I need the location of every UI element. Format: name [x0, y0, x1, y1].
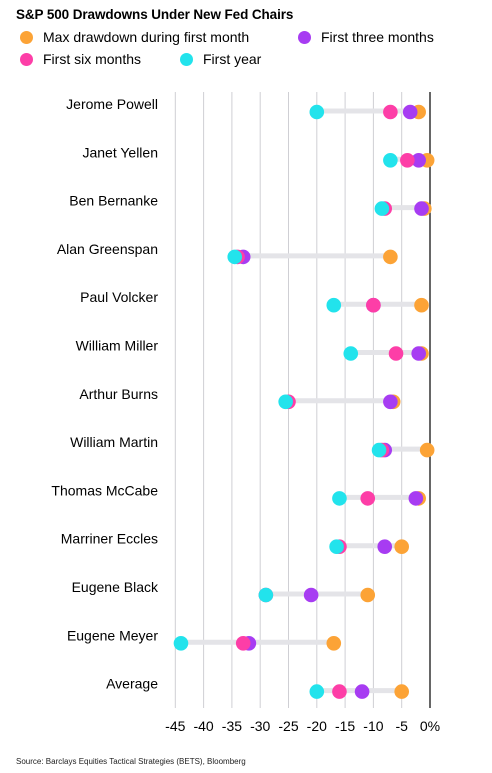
dot-first-year: [326, 297, 342, 313]
dot-first-year: [227, 249, 243, 265]
dot-first-six-months: [360, 491, 376, 506]
x-tick-label: -40: [193, 718, 213, 734]
legend-label: Max drawdown during first month: [43, 29, 250, 45]
dot-max-first-month: [360, 587, 376, 603]
x-tick-label: -35: [222, 718, 242, 734]
legend-swatch-pink: [20, 52, 33, 66]
dot-max-first-month: [394, 539, 410, 554]
dot-max-first-month: [383, 249, 398, 265]
dot-first-year: [173, 636, 189, 651]
chart-title: S&P 500 Drawdowns Under New Fed Chairs: [16, 7, 294, 22]
row-label: Ben Bernanke: [69, 193, 158, 209]
dot-first-three-months: [303, 587, 319, 603]
row-label: William Miller: [76, 338, 159, 354]
dot-first-three-months: [408, 491, 424, 506]
dot-first-three-months: [414, 201, 429, 216]
source-note: Source: Barclays Equities Tactical Strat…: [16, 757, 246, 766]
dot-first-three-months: [377, 539, 393, 554]
legend-swatch-orange: [20, 30, 33, 44]
dot-first-six-months: [366, 297, 381, 313]
dot-first-year: [383, 153, 398, 168]
dot-first-three-months: [383, 394, 398, 410]
dot-max-first-month: [419, 442, 435, 458]
dot-first-year: [258, 587, 274, 603]
row-label: Alan Greenspan: [57, 241, 158, 257]
row-label: Janet Yellen: [82, 144, 158, 160]
row-label: Average: [106, 676, 158, 692]
dot-first-year: [329, 539, 344, 554]
dot-first-six-months: [383, 104, 398, 120]
dot-first-six-months: [332, 684, 347, 699]
legend-label: First year: [203, 51, 262, 67]
row-label: William Martin: [70, 434, 158, 450]
dot-first-year: [374, 201, 390, 216]
legend-item-first-three-months: First three months: [298, 29, 434, 45]
dot-first-three-months: [411, 153, 426, 168]
legend-swatch-cyan: [180, 52, 193, 66]
dot-first-year: [278, 394, 293, 410]
dot-first-six-months: [235, 636, 251, 651]
dot-first-year: [343, 346, 359, 361]
dot-max-first-month: [394, 684, 410, 699]
x-tick-label: -25: [278, 718, 298, 734]
row-label: Thomas McCabe: [51, 482, 158, 498]
dot-first-three-months: [354, 684, 370, 699]
x-tick-label: -30: [250, 718, 270, 734]
x-tick-label: -10: [363, 718, 383, 734]
dot-first-year: [309, 104, 325, 120]
legend-item-first-year: First year: [180, 51, 261, 67]
dot-max-first-month: [326, 636, 342, 651]
row-label: Arthur Burns: [79, 386, 158, 402]
dot-first-six-months: [400, 153, 415, 168]
dot-first-year: [371, 442, 387, 458]
dot-first-three-months: [411, 346, 426, 361]
x-tick-label: -5: [395, 718, 408, 734]
legend-item-first-six-months: First six months: [20, 51, 141, 67]
legend-label: First three months: [321, 29, 434, 45]
row-label: Eugene Meyer: [67, 627, 158, 643]
row-label: Marriner Eccles: [61, 531, 158, 547]
legend-item-max-first-month: Max drawdown during first month: [20, 29, 249, 45]
row-label: Paul Volcker: [80, 289, 158, 305]
x-tick-label: 0%: [420, 718, 440, 734]
dot-first-six-months: [388, 346, 404, 361]
dot-first-year: [309, 684, 325, 699]
legend-swatch-purple: [298, 30, 311, 44]
dot-first-three-months: [402, 104, 418, 120]
row-label: Eugene Black: [72, 579, 159, 595]
legend-label: First six months: [43, 51, 142, 67]
row-label: Jerome Powell: [66, 96, 158, 112]
x-tick-label: -15: [335, 718, 355, 734]
dot-first-year: [332, 491, 347, 506]
x-tick-label: -45: [165, 718, 185, 734]
dot-max-first-month: [414, 297, 429, 313]
x-tick-label: -20: [307, 718, 327, 734]
